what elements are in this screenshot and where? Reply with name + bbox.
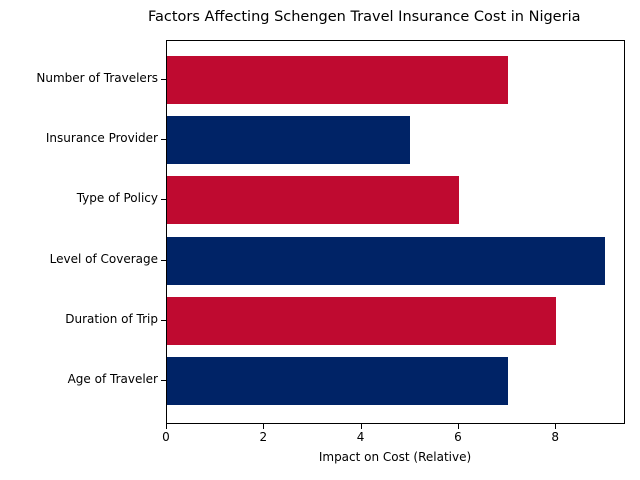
x-tick-label: 6 xyxy=(454,430,462,444)
bar xyxy=(167,237,605,285)
plot-area xyxy=(166,40,625,424)
y-tick-label: Insurance Provider xyxy=(45,131,158,145)
y-tick xyxy=(161,79,166,80)
x-tick-label: 4 xyxy=(356,430,365,444)
x-tick xyxy=(555,424,557,429)
x-tick xyxy=(263,424,265,429)
bar xyxy=(167,116,411,164)
y-tick xyxy=(161,260,166,261)
y-tick xyxy=(161,139,166,140)
x-axis-title: Impact on Cost (Relative) xyxy=(318,450,472,464)
y-tick-label: Number of Travelers xyxy=(36,71,158,85)
x-tick-label: 8 xyxy=(551,430,560,444)
x-tick-label: 0 xyxy=(162,430,170,444)
y-tick-label: Age of Traveler xyxy=(67,372,158,386)
bar xyxy=(167,56,508,104)
y-tick-label: Duration of Trip xyxy=(65,312,158,326)
bar xyxy=(167,176,459,224)
bar xyxy=(167,357,508,405)
x-tick xyxy=(457,424,459,429)
y-tick xyxy=(161,380,166,381)
y-tick-label: Type of Policy xyxy=(76,191,158,205)
x-tick xyxy=(360,424,362,429)
bar xyxy=(167,297,557,345)
y-tick xyxy=(161,320,166,321)
chart-title: Factors Affecting Schengen Travel Insura… xyxy=(148,9,581,25)
x-tick xyxy=(166,424,167,429)
x-tick-label: 2 xyxy=(259,430,268,444)
y-tick-label: Level of Coverage xyxy=(49,252,158,266)
y-tick xyxy=(161,199,166,200)
